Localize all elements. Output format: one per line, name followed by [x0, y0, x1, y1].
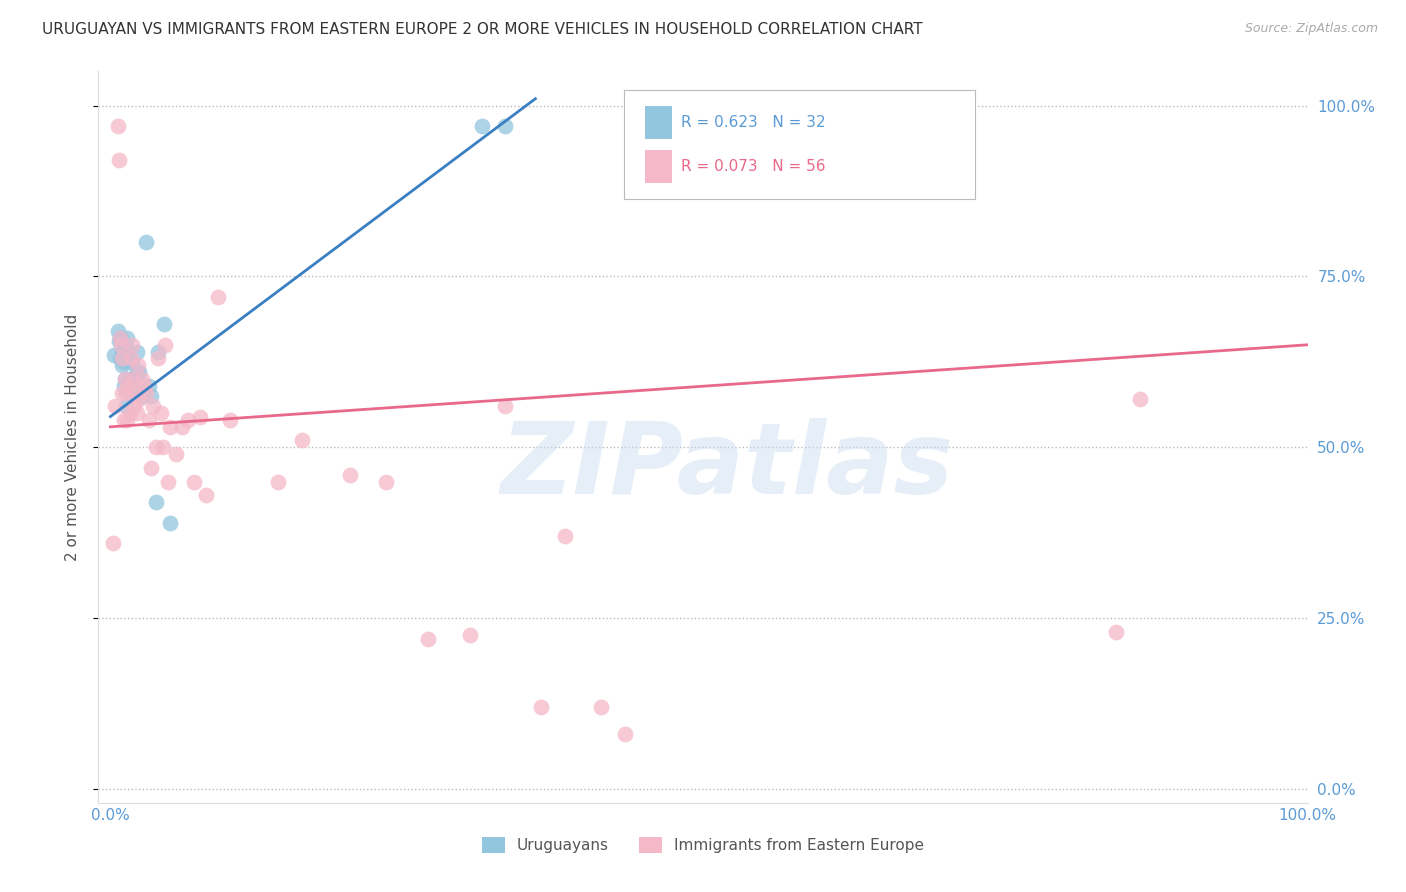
- Y-axis label: 2 or more Vehicles in Household: 2 or more Vehicles in Household: [65, 313, 80, 561]
- FancyBboxPatch shape: [645, 106, 672, 139]
- Point: [135, 235, 157, 250]
- Point: [153, 318, 176, 332]
- Text: R = 0.073   N = 56: R = 0.073 N = 56: [682, 159, 825, 174]
- Point: [145, 440, 167, 454]
- Point: [416, 632, 439, 646]
- Point: [128, 365, 150, 379]
- Point: [110, 338, 132, 352]
- Point: [1129, 392, 1152, 407]
- Point: [188, 409, 211, 424]
- Point: [149, 406, 172, 420]
- Point: [121, 338, 143, 352]
- Point: [114, 338, 136, 352]
- Text: R = 0.623   N = 32: R = 0.623 N = 32: [682, 115, 825, 130]
- Point: [207, 290, 229, 304]
- Point: [115, 400, 138, 414]
- Point: [111, 344, 134, 359]
- Point: [155, 338, 177, 352]
- Point: [115, 413, 138, 427]
- Point: [112, 355, 135, 369]
- Point: [112, 379, 135, 393]
- Point: [139, 460, 162, 475]
- Point: [103, 348, 125, 362]
- Point: [530, 700, 553, 714]
- Point: [127, 359, 149, 373]
- Text: Source: ZipAtlas.com: Source: ZipAtlas.com: [1244, 22, 1378, 36]
- Point: [104, 400, 127, 414]
- Point: [148, 344, 170, 359]
- Point: [124, 385, 146, 400]
- Point: [495, 400, 517, 414]
- Point: [122, 372, 145, 386]
- Point: [112, 413, 135, 427]
- Point: [120, 351, 142, 366]
- Point: [159, 516, 181, 530]
- Point: [108, 351, 131, 366]
- Point: [1105, 624, 1128, 639]
- Point: [495, 119, 517, 133]
- Point: [128, 392, 150, 407]
- Legend: Uruguayans, Immigrants from Eastern Europe: Uruguayans, Immigrants from Eastern Euro…: [474, 830, 932, 861]
- Point: [554, 529, 576, 543]
- Point: [138, 379, 160, 393]
- Point: [267, 475, 290, 489]
- Point: [195, 488, 218, 502]
- Point: [374, 475, 396, 489]
- Point: [108, 331, 131, 345]
- Text: URUGUAYAN VS IMMIGRANTS FROM EASTERN EUROPE 2 OR MORE VEHICLES IN HOUSEHOLD CORR: URUGUAYAN VS IMMIGRANTS FROM EASTERN EUR…: [42, 22, 922, 37]
- Point: [114, 372, 136, 386]
- Point: [114, 372, 136, 386]
- Point: [101, 536, 124, 550]
- Point: [131, 389, 153, 403]
- Point: [107, 324, 129, 338]
- Point: [118, 406, 141, 420]
- Point: [145, 495, 167, 509]
- Point: [118, 372, 141, 386]
- Point: [120, 385, 142, 400]
- Point: [291, 434, 314, 448]
- Point: [138, 413, 160, 427]
- Point: [110, 331, 132, 345]
- Point: [172, 420, 194, 434]
- Point: [111, 385, 134, 400]
- Point: [117, 379, 139, 393]
- Point: [183, 475, 205, 489]
- Point: [142, 400, 165, 414]
- Point: [125, 365, 148, 379]
- Point: [111, 351, 134, 366]
- Point: [339, 467, 361, 482]
- Point: [115, 385, 138, 400]
- Point: [124, 379, 146, 393]
- Point: [591, 700, 613, 714]
- Point: [132, 379, 155, 393]
- Point: [135, 385, 157, 400]
- Point: [121, 355, 143, 369]
- Point: [156, 475, 179, 489]
- Point: [115, 331, 138, 345]
- Point: [107, 153, 129, 168]
- Point: [165, 447, 187, 461]
- Point: [107, 119, 129, 133]
- Point: [139, 389, 162, 403]
- Point: [125, 344, 148, 359]
- Point: [125, 406, 148, 420]
- Point: [159, 420, 181, 434]
- Point: [124, 400, 146, 414]
- Point: [614, 727, 637, 741]
- Point: [148, 351, 170, 366]
- FancyBboxPatch shape: [645, 150, 672, 183]
- Point: [107, 334, 129, 349]
- Point: [131, 372, 153, 386]
- FancyBboxPatch shape: [624, 90, 976, 200]
- Point: [177, 413, 200, 427]
- Point: [219, 413, 242, 427]
- Point: [470, 119, 492, 133]
- Point: [111, 359, 134, 373]
- Point: [108, 331, 131, 345]
- Point: [152, 440, 174, 454]
- Point: [458, 628, 481, 642]
- Text: ZIPatlas: ZIPatlas: [501, 417, 953, 515]
- Point: [117, 344, 139, 359]
